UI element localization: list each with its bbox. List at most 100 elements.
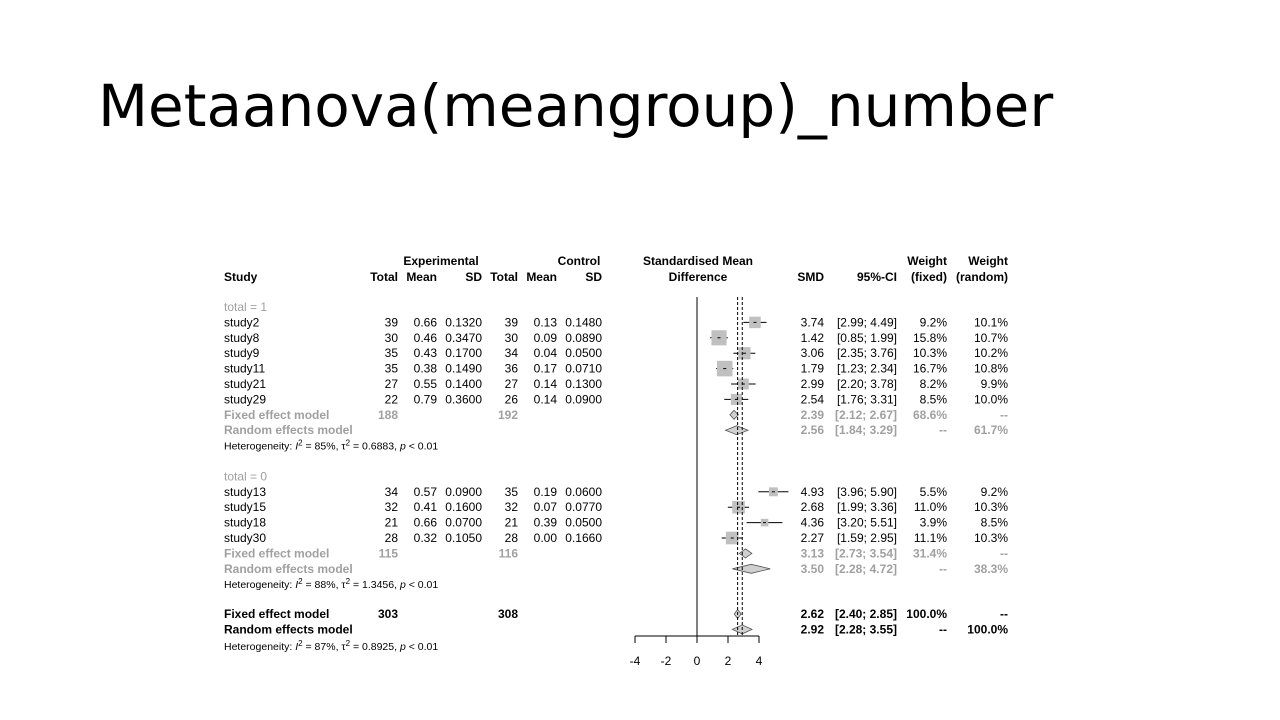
fixed-effect-ci: [2.12; 2.67] [835, 408, 897, 422]
weight-random: 10.8% [974, 362, 1008, 376]
header-ctrl-total: Total [490, 270, 518, 284]
header-smd-title-2: Difference [669, 270, 728, 284]
random-effects-label: Random effects model [224, 423, 353, 437]
smd-value: 2.68 [801, 500, 825, 514]
header-weight-fixed-2: (fixed) [911, 270, 947, 284]
ci-value: [1.23; 2.34] [837, 362, 897, 376]
fixed-effect-weight-random: -- [1000, 408, 1008, 422]
random-effects-smd: 3.50 [801, 562, 825, 576]
exp-total: 32 [385, 500, 399, 514]
exp-mean: 0.38 [414, 362, 438, 376]
heterogeneity-text: Heterogeneity: I2 = 85%, τ2 = 0.6883, p … [224, 438, 438, 453]
overall-fixed-effect-ctrl-total: 308 [498, 607, 518, 621]
exp-sd: 0.1600 [445, 500, 482, 514]
exp-mean: 0.32 [414, 531, 438, 545]
fixed-effect-ctrl-total: 116 [499, 546, 519, 560]
smd-value: 1.79 [801, 362, 825, 376]
header-weight-fixed-1: Weight [907, 254, 947, 268]
random-effects-weight-random: 61.7% [974, 423, 1008, 437]
exp-sd: 0.3470 [445, 331, 482, 345]
fixed-effect-diamond [729, 409, 739, 420]
fixed-effect-smd: 3.13 [801, 546, 825, 560]
weight-random: 10.3% [974, 500, 1008, 514]
random-effects-ci: [1.84; 3.29] [835, 423, 897, 437]
ctrl-sd: 0.0500 [565, 516, 602, 530]
fixed-effect-exp-total: 188 [378, 408, 398, 422]
x-tick-label: 2 [725, 654, 732, 668]
exp-mean: 0.55 [414, 377, 438, 391]
ctrl-sd: 0.1480 [565, 315, 602, 329]
random-effects-weight-fixed: -- [939, 562, 947, 576]
weight-fixed: 9.2% [920, 315, 948, 329]
exp-sd: 0.3600 [445, 392, 482, 406]
header-ctrl-sd: SD [585, 270, 602, 284]
ctrl-sd: 0.0900 [565, 392, 602, 406]
ctrl-mean: 0.17 [534, 362, 558, 376]
study-name: study8 [224, 331, 260, 345]
overall-fixed-effect-smd: 2.62 [801, 607, 825, 621]
x-tick-label: -2 [661, 654, 672, 668]
x-tick-label: 0 [694, 654, 701, 668]
random-effects-diamond [724, 425, 750, 436]
exp-sd: 0.1700 [445, 346, 482, 360]
smd-value: 3.74 [801, 315, 825, 329]
study-name: study13 [224, 485, 266, 499]
study-name: study2 [224, 315, 260, 329]
ctrl-mean: 0.00 [534, 531, 558, 545]
smd-value: 4.93 [801, 485, 825, 499]
weight-fixed: 15.8% [913, 331, 947, 345]
fixed-effect-weight-fixed: 68.6% [913, 408, 947, 422]
overall-fixed-effect-exp-total: 303 [378, 607, 398, 621]
ctrl-total: 32 [505, 500, 519, 514]
header-ci: 95%-CI [857, 270, 897, 284]
weight-fixed: 11.1% [914, 531, 947, 545]
exp-total: 22 [385, 392, 399, 406]
exp-total: 27 [385, 377, 399, 391]
ci-value: [0.85; 1.99] [837, 331, 897, 345]
exp-total: 30 [385, 331, 399, 345]
weight-fixed: 5.5% [920, 485, 948, 499]
smd-value: 2.27 [801, 531, 825, 545]
subgroup-label: total = 0 [224, 469, 267, 483]
exp-sd: 0.1050 [445, 531, 482, 545]
weight-random: 10.2% [974, 346, 1008, 360]
exp-mean: 0.66 [414, 315, 438, 329]
overall-random-effects-smd: 2.92 [801, 622, 825, 636]
fixed-effect-ci: [2.73; 3.54] [835, 546, 897, 560]
study-name: study15 [224, 500, 266, 514]
exp-total: 34 [385, 485, 399, 499]
header-study: Study [224, 270, 258, 284]
x-tick-label: 4 [756, 654, 763, 668]
ctrl-total: 35 [505, 485, 519, 499]
header-smd-title-1: Standardised Mean [643, 254, 753, 268]
ctrl-mean: 0.19 [534, 485, 558, 499]
exp-total: 35 [385, 346, 399, 360]
study-name: study29 [224, 392, 266, 406]
exp-total: 35 [385, 362, 399, 376]
header-ctrl-mean: Mean [526, 270, 557, 284]
header-weight-random-1: Weight [968, 254, 1008, 268]
ci-value: [1.99; 3.36] [837, 500, 897, 514]
ci-value: [3.20; 5.51] [837, 516, 897, 530]
header-weight-random-2: (random) [956, 270, 1008, 284]
exp-total: 28 [385, 531, 399, 545]
random-effects-smd: 2.56 [801, 423, 825, 437]
weight-random: 10.7% [974, 331, 1008, 345]
overall-heterogeneity-text: Heterogeneity: I2 = 87%, τ2 = 0.8925, p … [224, 638, 438, 653]
smd-value: 1.42 [801, 331, 825, 345]
ci-value: [3.96; 5.90] [837, 485, 897, 499]
ctrl-sd: 0.0890 [565, 331, 602, 345]
slide-title: Metaanova(meangroup)_number [98, 72, 1054, 140]
random-effects-weight-fixed: -- [939, 423, 947, 437]
study-name: study21 [224, 377, 266, 391]
smd-value: 2.54 [801, 392, 825, 406]
ctrl-sd: 0.1300 [565, 377, 602, 391]
overall-fixed-effect-weight-fixed: 100.0% [906, 607, 947, 621]
study-name: study30 [224, 531, 266, 545]
study-name: study9 [224, 346, 260, 360]
header-exp-sd: SD [465, 270, 482, 284]
smd-value: 3.06 [801, 346, 825, 360]
ctrl-mean: 0.04 [534, 346, 558, 360]
header-experimental: Experimental [403, 254, 478, 268]
